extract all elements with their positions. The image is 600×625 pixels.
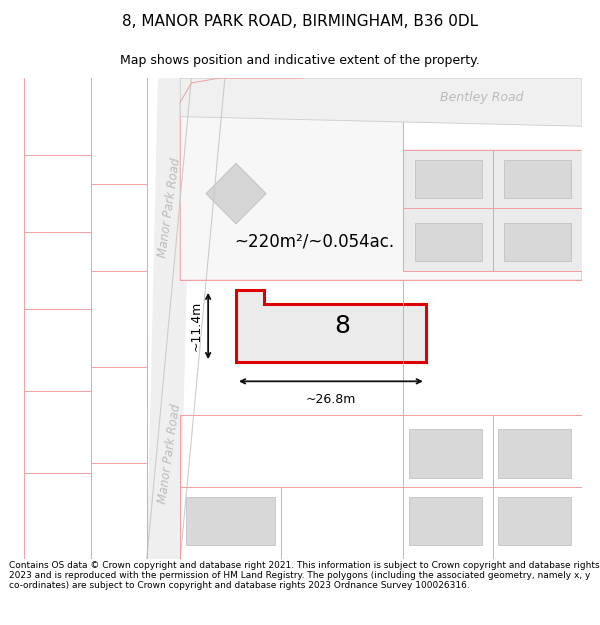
Bar [409,429,482,478]
Polygon shape [206,163,266,224]
Text: Contains OS data © Crown copyright and database right 2021. This information is : Contains OS data © Crown copyright and d… [9,561,599,591]
Polygon shape [180,78,582,280]
Text: 8, MANOR PARK ROAD, BIRMINGHAM, B36 0DL: 8, MANOR PARK ROAD, BIRMINGHAM, B36 0DL [122,14,478,29]
Text: ~11.4m: ~11.4m [190,301,203,351]
Bar [504,222,571,261]
Polygon shape [147,78,191,559]
Text: Bentley Road: Bentley Road [440,91,523,104]
Bar [415,222,482,261]
Text: ~220m²/~0.054ac.: ~220m²/~0.054ac. [234,232,394,251]
Bar [415,160,482,199]
Bar [403,150,582,271]
Polygon shape [236,290,426,362]
Bar [186,497,275,545]
Bar [499,429,571,478]
Text: Manor Park Road: Manor Park Road [155,158,182,259]
Bar [409,497,482,545]
Polygon shape [180,78,582,126]
Text: ~26.8m: ~26.8m [306,393,356,406]
Bar [504,160,571,199]
Text: Map shows position and indicative extent of the property.: Map shows position and indicative extent… [120,54,480,68]
Text: Manor Park Road: Manor Park Road [155,402,182,504]
Text: 8: 8 [334,314,350,338]
Bar [499,497,571,545]
